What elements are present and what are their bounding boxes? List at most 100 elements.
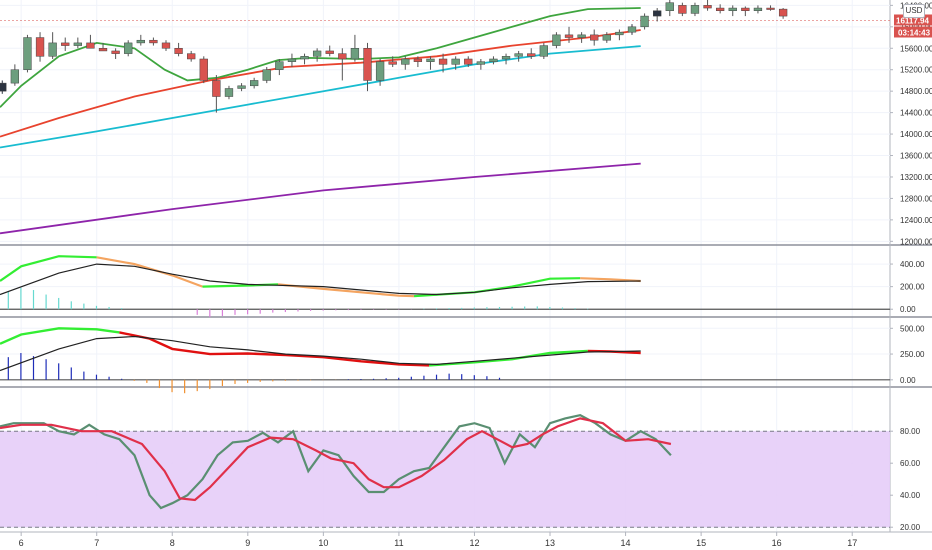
candle (426, 56, 435, 70)
candle (250, 77, 259, 89)
y-tick-label: 0.00 (900, 376, 916, 385)
candle-body (715, 7, 725, 11)
candle (287, 53, 297, 68)
candle-body (753, 7, 763, 11)
candle-body (124, 42, 133, 54)
fast-segment (277, 283, 415, 298)
slow-line (0, 335, 641, 372)
x-tick-label: 11 (394, 538, 403, 548)
oscillator-1-pane[interactable] (0, 255, 890, 318)
candle-body (401, 58, 410, 65)
candle-body (552, 34, 561, 46)
x-tick-label: 7 (94, 538, 99, 548)
candle-body (564, 34, 574, 38)
stochastic-k-line (0, 414, 672, 510)
candle-body (690, 5, 700, 14)
candle-body (61, 42, 70, 46)
candle (136, 34, 145, 46)
fast-segment (580, 277, 641, 283)
candle (48, 32, 57, 59)
candle-body (653, 10, 662, 17)
y-tick-label: 200.00 (900, 283, 925, 292)
candle-body (287, 58, 297, 62)
x-tick-label: 9 (245, 538, 250, 548)
stochastic-pane[interactable] (0, 414, 890, 528)
candle (703, 0, 712, 11)
candle-body (224, 88, 234, 97)
candle-body (0, 82, 7, 92)
candle (111, 48, 120, 59)
candle-body (23, 37, 32, 70)
candle (363, 42, 372, 92)
candle (161, 40, 171, 51)
price-axis[interactable]: 16400.0016000.0015600.0015200.0014800.00… (890, 1, 932, 532)
y-tick-label: 12000.00 (900, 237, 932, 246)
candle (577, 32, 586, 43)
y-tick-label: 14000.00 (900, 130, 932, 139)
candle (61, 37, 70, 51)
fast-segment (429, 349, 588, 367)
y-tick-label: 12400.00 (900, 216, 932, 225)
candle-body (48, 42, 57, 57)
candle (438, 53, 448, 73)
candle (300, 53, 309, 65)
currency-label[interactable]: USD (903, 4, 925, 18)
candle (564, 26, 574, 43)
candle (350, 34, 360, 62)
candle-body (10, 69, 20, 84)
candle-body (262, 69, 271, 81)
candle (375, 58, 385, 86)
candle (124, 40, 133, 57)
ema_very_long-line (0, 162, 641, 235)
candle (212, 75, 221, 113)
candle (602, 32, 611, 43)
candle (527, 48, 536, 59)
x-tick-label: 14 (621, 538, 631, 548)
y-tick-label: 12800.00 (900, 194, 932, 203)
candle (451, 56, 460, 70)
candle-body (363, 48, 372, 81)
candle (35, 32, 45, 62)
y-tick-label: 250.00 (900, 350, 925, 359)
fast-segment (0, 255, 97, 282)
candle (312, 48, 322, 62)
candle-body (161, 42, 171, 49)
candle (413, 56, 423, 68)
candle (476, 58, 486, 70)
oscillator-2-pane[interactable] (0, 327, 890, 394)
candle (325, 45, 334, 57)
candle-body (300, 56, 309, 60)
time-axis[interactable]: 6 7 8 9 10 11 12 13 14 15 16 17 (19, 532, 858, 548)
x-tick-label: 13 (545, 538, 555, 548)
candle (552, 32, 561, 49)
candle-body (451, 58, 460, 65)
candle-body (187, 53, 196, 60)
fast-segment (0, 327, 120, 345)
candle-body (199, 58, 208, 81)
candle-body (237, 85, 246, 89)
candle (388, 56, 397, 68)
y-tick-label: 15600.00 (900, 44, 932, 53)
candle-body (312, 50, 322, 57)
y-tick-label: 15200.00 (900, 66, 932, 75)
candle-body (602, 34, 611, 41)
candle-body (136, 39, 145, 44)
candle (338, 48, 347, 81)
candle-body (514, 53, 523, 57)
candle (741, 6, 750, 17)
candle (728, 5, 737, 17)
x-tick-label: 12 (469, 538, 479, 548)
candle (401, 56, 410, 70)
candle-body (275, 61, 284, 70)
y-tick-label: 40.00 (900, 491, 921, 500)
candle-body (375, 61, 385, 81)
fast-segment (119, 331, 430, 367)
y-tick-label: 20.00 (900, 523, 921, 532)
countdown-label: 03:14:43 (898, 28, 931, 37)
price-pane[interactable] (0, 0, 890, 235)
candle-body (665, 2, 674, 11)
last-price-badge (894, 14, 932, 26)
ema_mid-line (0, 29, 641, 138)
candle (224, 85, 234, 100)
candle (753, 5, 763, 14)
